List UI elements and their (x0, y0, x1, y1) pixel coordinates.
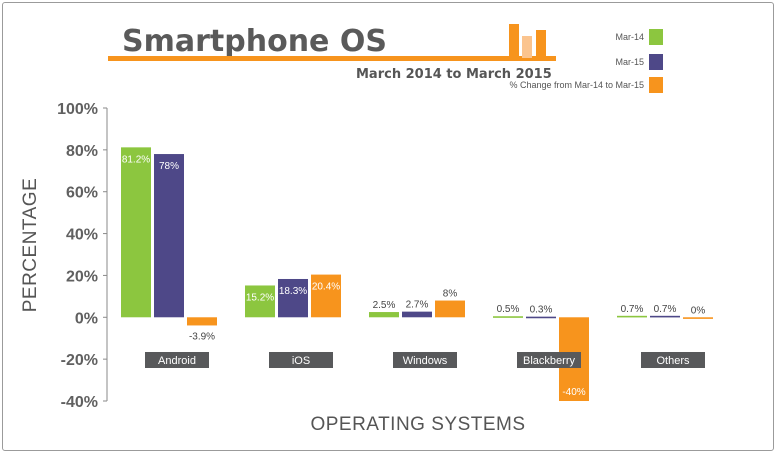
bar-value-label: 81.2% (122, 154, 150, 165)
bar (493, 316, 523, 318)
category-label-box (145, 352, 209, 368)
category-label-box (269, 352, 333, 368)
category-label: Others (656, 355, 690, 367)
y-tick-label: -20% (61, 352, 98, 369)
bar (154, 154, 184, 318)
y-tick-label: 80% (66, 143, 98, 160)
y-tick-label: -40% (61, 394, 98, 411)
bar-value-label: -40% (562, 387, 585, 398)
bar-value-label: 78% (159, 161, 179, 172)
y-tick-label: 60% (66, 185, 98, 202)
bar-value-label: 0.7% (654, 304, 677, 315)
category-label: Windows (403, 355, 448, 367)
category-label: Android (158, 355, 196, 367)
y-tick-label: 0% (75, 310, 98, 327)
bar-value-label: 18.3% (279, 286, 307, 297)
bar (402, 311, 432, 318)
y-tick-label: 20% (66, 268, 98, 285)
bar (617, 315, 647, 318)
bar-value-label: 0.3% (530, 305, 553, 316)
legend-label-mar14: Mar-14 (615, 32, 644, 42)
bar-value-label: 0% (691, 305, 706, 316)
bar (245, 285, 275, 318)
bar-value-label: 20.4% (312, 282, 340, 293)
bar (278, 278, 308, 318)
bar (187, 317, 217, 326)
bar (435, 300, 465, 318)
bar-value-label: 15.2% (246, 292, 274, 303)
title-column-icon (536, 30, 546, 58)
bar-value-label: -3.9% (189, 331, 215, 342)
bar-value-label: 0.5% (497, 304, 520, 315)
category-label: Blackberry (523, 355, 575, 367)
bar (683, 317, 713, 319)
bar (311, 274, 341, 318)
title-underline (108, 56, 556, 61)
chart-title: Smartphone OS (122, 24, 387, 59)
legend-swatch-mar14 (649, 29, 663, 45)
bar-value-label: 8% (443, 289, 458, 300)
x-axis-label: OPERATING SYSTEMS (310, 414, 526, 435)
category-label-box (393, 352, 457, 368)
bar-value-label: 2.5% (373, 300, 396, 311)
bar-value-label: 2.7% (406, 300, 429, 311)
legend-label-mar15: Mar-15 (615, 57, 644, 67)
title-column-icon (509, 24, 519, 58)
bar-value-label: 0.7% (621, 304, 644, 315)
category-label-box (517, 352, 581, 368)
bar (121, 147, 151, 318)
legend-swatch-mar15 (649, 54, 663, 70)
bar (526, 316, 556, 319)
legend-label-change: % Change from Mar-14 to Mar-15 (509, 80, 644, 90)
y-tick-label: 40% (66, 227, 98, 244)
category-label-box (641, 352, 705, 368)
bar (650, 315, 680, 318)
title-column-icon (522, 36, 532, 58)
legend-swatch-change (649, 77, 663, 93)
bar (369, 312, 399, 318)
y-tick-label: 100% (57, 101, 98, 118)
category-label: iOS (292, 355, 310, 367)
chart-subtitle: March 2014 to March 2015 (356, 67, 552, 82)
